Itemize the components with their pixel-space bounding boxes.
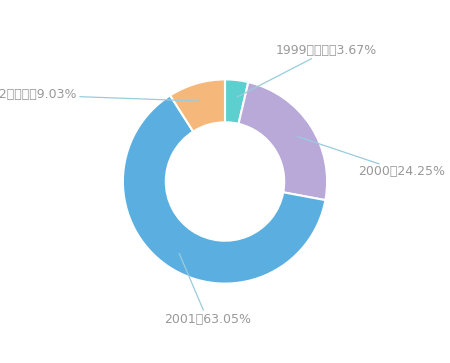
Text: 1999及以前：3.67%: 1999及以前：3.67% bbox=[237, 44, 377, 97]
Wedge shape bbox=[170, 79, 225, 131]
Wedge shape bbox=[123, 95, 325, 284]
Text: 2002及以后：9.03%: 2002及以后：9.03% bbox=[0, 88, 199, 101]
Text: 2001：63.05%: 2001：63.05% bbox=[164, 253, 251, 326]
Wedge shape bbox=[225, 79, 248, 124]
Text: 2000：24.25%: 2000：24.25% bbox=[298, 136, 445, 178]
Wedge shape bbox=[238, 82, 327, 200]
